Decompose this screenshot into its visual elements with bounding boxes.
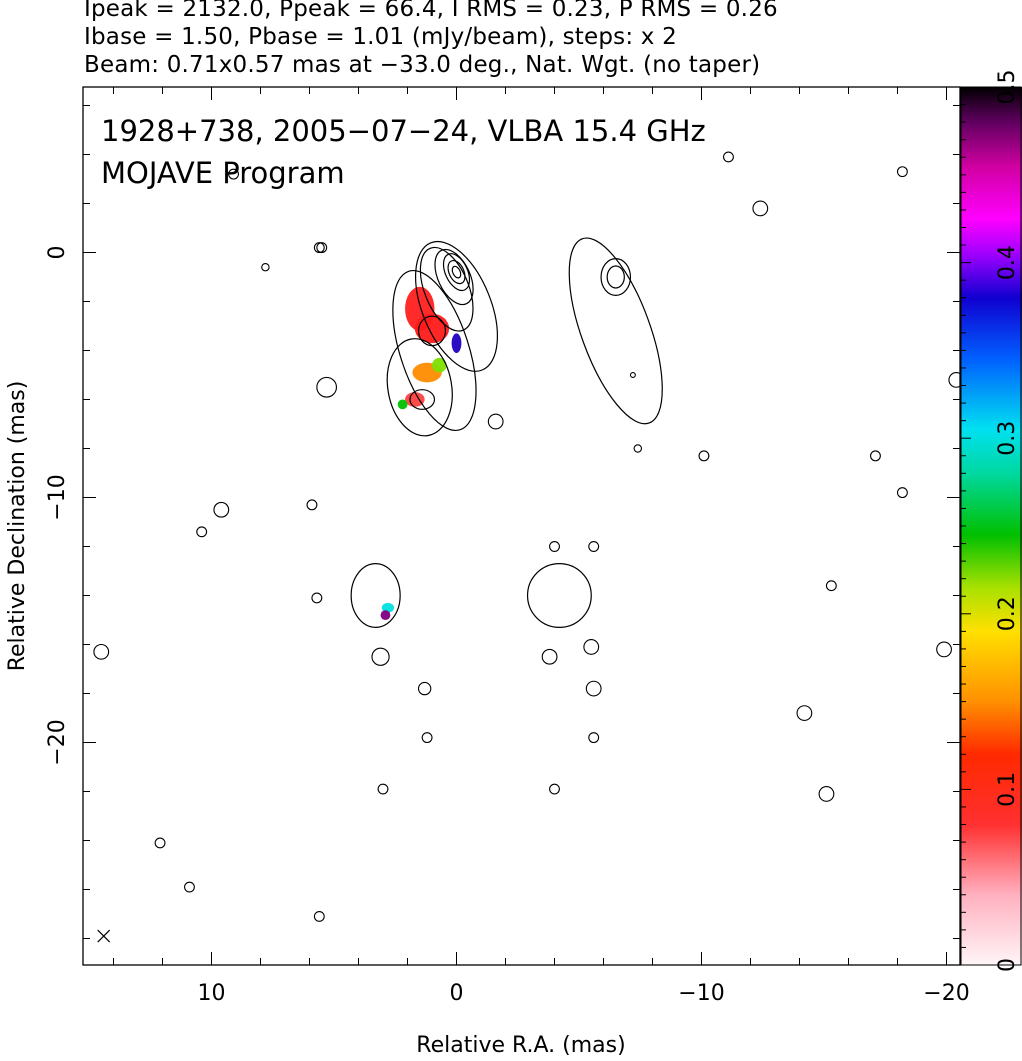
- intensity-contour: [434, 248, 474, 306]
- noise-contour: [629, 371, 636, 378]
- polarization-patch: [405, 392, 425, 407]
- noise-contour: [936, 641, 952, 658]
- axis-ticks: 10 0 −10 −20 0 −10 −20: [45, 87, 970, 1006]
- noise-contour: [585, 680, 602, 697]
- noise-contour: [417, 681, 432, 696]
- noise-contour: [583, 639, 600, 655]
- noise-contour: [154, 837, 166, 849]
- noise-contour: [698, 450, 710, 462]
- x-tick-label: −10: [678, 981, 724, 1006]
- intensity-contour: [600, 258, 632, 296]
- chart-subtitle: MOJAVE Program: [101, 156, 345, 190]
- intensity-contour: [526, 563, 592, 628]
- colorbar-tick-label: 0.2: [995, 596, 1020, 631]
- contour-layer: [93, 151, 960, 943]
- noise-contour: [213, 501, 230, 518]
- polarization-patch: [432, 357, 447, 373]
- plot-frame: [82, 86, 961, 966]
- noise-contour: [549, 541, 560, 552]
- x-axis-label: Relative R.A. (mas): [416, 1033, 625, 1058]
- colorbar-ticks: 0 0.1 0.2 0.3 0.4 0.5: [960, 70, 1022, 972]
- colorbar-tick-label: 0.1: [995, 772, 1020, 807]
- colorbar-tick-label: 0.3: [995, 421, 1020, 456]
- noise-contour: [825, 580, 837, 592]
- intensity-contour: [417, 315, 447, 347]
- beam-marker: [97, 929, 111, 943]
- noise-contour: [588, 732, 600, 744]
- noise-contour: [196, 526, 208, 538]
- noise-contour: [818, 786, 835, 802]
- chart-title: 1928+738, 2005−07−24, VLBA 15.4 GHz: [101, 114, 706, 148]
- noise-contour: [948, 372, 960, 388]
- noise-contour: [541, 648, 558, 665]
- noise-contour: [311, 592, 323, 604]
- noise-contour: [487, 413, 504, 430]
- y-axis-label: Relative Declination (mas): [5, 381, 30, 672]
- noise-contour: [722, 151, 734, 163]
- header-line-3: Beam: 0.71x0.57 mas at −33.0 deg., Nat. …: [84, 52, 761, 78]
- intensity-contour: [568, 237, 663, 425]
- polarization-patch: [451, 333, 462, 353]
- noise-contour: [316, 376, 338, 398]
- noise-contour: [261, 262, 270, 272]
- intensity-contour: [606, 265, 625, 289]
- noise-contour: [869, 450, 881, 462]
- plot-border: [82, 86, 961, 966]
- noise-contour: [896, 487, 908, 499]
- noise-contour: [313, 242, 325, 254]
- noise-contour: [313, 910, 325, 922]
- noise-contour: [752, 200, 769, 217]
- y-tick-label: −20: [45, 719, 70, 765]
- intensity-contour: [419, 246, 474, 332]
- noise-contour: [228, 168, 240, 180]
- polarization-patch: [397, 399, 408, 410]
- polarization-patch: [380, 610, 391, 620]
- intensity-contour: [392, 269, 477, 432]
- header-line-1: Ipeak = 2132.0, Ppeak = 66.4, I RMS = 0.…: [84, 0, 778, 22]
- noise-contour: [316, 242, 328, 254]
- noise-contour: [306, 499, 318, 511]
- noise-contour: [588, 541, 600, 552]
- noise-contour: [377, 783, 389, 795]
- x-tick-label: 10: [198, 981, 226, 1006]
- intensity-contour: [442, 253, 471, 292]
- colorbar-tick-label: 0.5: [995, 70, 1020, 105]
- colorbar-tick-label: 0.4: [995, 245, 1020, 280]
- noise-contour: [796, 705, 813, 721]
- colorbar: [961, 87, 1022, 965]
- noise-contour: [633, 444, 643, 453]
- x-tick-label: 0: [450, 981, 464, 1006]
- y-tick-label: −10: [45, 474, 70, 520]
- noise-contour: [93, 643, 110, 660]
- noise-contour: [896, 166, 908, 178]
- intensity-contour: [451, 265, 462, 279]
- intensity-contour: [350, 563, 401, 628]
- noise-contour: [421, 732, 433, 744]
- x-tick-label: −20: [923, 981, 969, 1006]
- colorbar-tick-label: 0: [995, 958, 1020, 972]
- y-tick-label: 0: [45, 246, 70, 260]
- intensity-contour: [386, 338, 453, 437]
- noise-contour: [371, 647, 390, 666]
- intensity-contour: [447, 259, 466, 285]
- noise-contour: [549, 783, 560, 795]
- noise-contour: [184, 881, 195, 893]
- intensity-contour: [409, 389, 436, 410]
- header-line-2: Ibase = 1.50, Pbase = 1.01 (mJy/beam), s…: [84, 24, 677, 50]
- polarization-patch: [381, 602, 395, 613]
